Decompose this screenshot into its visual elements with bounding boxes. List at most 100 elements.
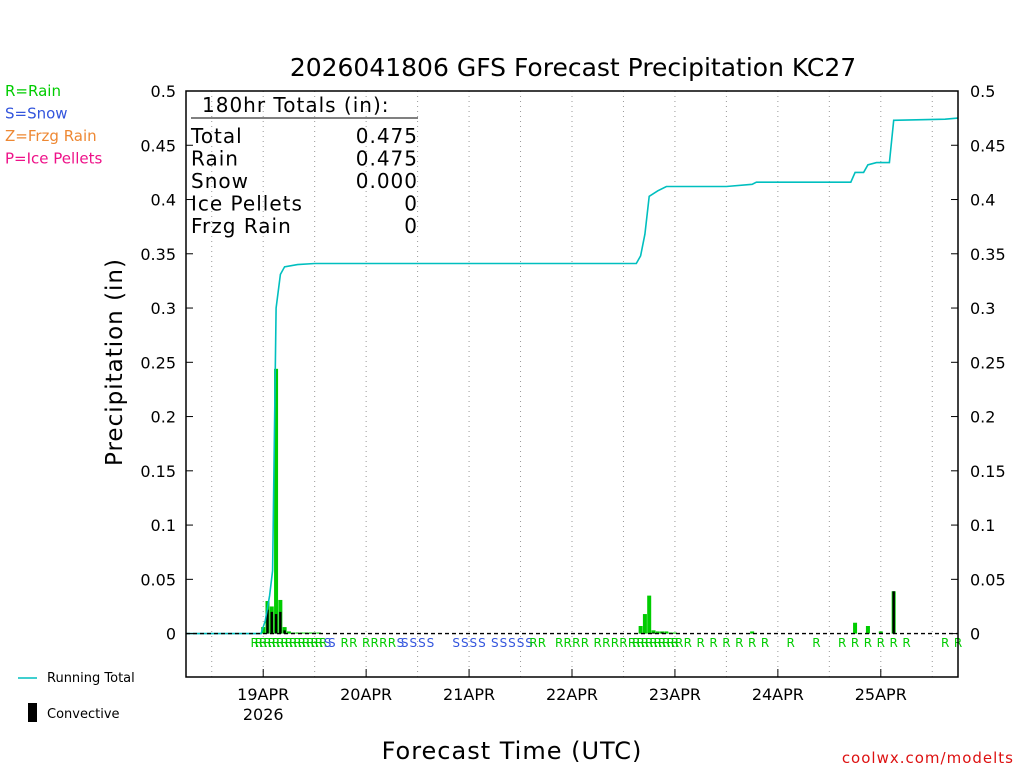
- precip-bar: [878, 631, 883, 634]
- ptype-marker: R: [761, 636, 769, 650]
- y-tick-label: 0.15: [970, 462, 1006, 481]
- y-tick-label: 0.15: [140, 462, 176, 481]
- precip-bar: [261, 627, 266, 634]
- convective-bar: [652, 632, 655, 634]
- ptype-marker: R: [298, 636, 306, 650]
- ptype-marker: R: [902, 636, 910, 650]
- totals-box: 180hr Totals (in): Total 0.475 Rain 0.475 Sn…: [190, 93, 418, 238]
- ptype-marker: R: [675, 636, 683, 650]
- running-total-line: [186, 117, 959, 635]
- y-tick-label: 0.25: [140, 353, 176, 372]
- ptype-marker: R: [864, 636, 872, 650]
- totals-label: Frzg Rain: [191, 214, 292, 238]
- ptype-marker: R: [538, 636, 546, 650]
- y-tick-label: 0.5: [151, 82, 176, 101]
- x-tick-label: 22APR: [546, 685, 598, 704]
- ptype-marker: R: [636, 636, 644, 650]
- ptype-marker: R: [362, 636, 370, 650]
- precip-bar: [638, 625, 643, 634]
- x-tick-label: 21APR: [443, 685, 495, 704]
- precip-bars: [261, 368, 896, 634]
- ptype-marker: R: [594, 636, 602, 650]
- ptype-marker: S: [452, 636, 460, 650]
- precip-bar: [295, 632, 300, 634]
- ptype-marker: S: [461, 636, 469, 650]
- ptype-marker: S: [409, 636, 417, 650]
- ptype-marker: R: [319, 636, 327, 650]
- x-tick-sublabel: 2026: [243, 705, 284, 724]
- y-tick-label: 0.1: [970, 516, 995, 535]
- ptype-marker: R: [838, 636, 846, 650]
- ptype-marker: R: [388, 636, 396, 650]
- convective-legend-swatch: [28, 703, 37, 722]
- ptype-marker: R: [722, 636, 730, 650]
- precip-bar: [308, 632, 313, 634]
- totals-label: Snow: [191, 169, 249, 193]
- y-tick-label: 0.5: [970, 82, 995, 101]
- y-tick-label: 0.3: [151, 299, 176, 318]
- convective-bar: [283, 630, 286, 634]
- convective-bar: [270, 611, 273, 634]
- plot-frame: [185, 90, 959, 678]
- ptype-marker: R: [684, 636, 692, 650]
- totals-label: Total: [190, 124, 243, 148]
- x-tick-label: 24APR: [752, 685, 804, 704]
- ptype-marker: R: [306, 636, 314, 650]
- ptype-marker: R: [572, 636, 580, 650]
- ptype-marker: S: [500, 636, 508, 650]
- ptype-legend-item: P=Ice Pellets: [5, 150, 102, 168]
- ptype-marker: R: [289, 636, 297, 650]
- y-tick-label: 0.4: [151, 191, 176, 210]
- ptype-marker: R: [255, 636, 263, 650]
- ptype-marker: S: [328, 636, 336, 650]
- ptype-marker: R: [250, 636, 258, 650]
- ptype-marker: R: [280, 636, 288, 650]
- ptype-marker: S: [418, 636, 426, 650]
- ptype-marker: S: [491, 636, 499, 650]
- y-tick-label: 0.05: [970, 570, 1006, 589]
- running-total-series: [186, 117, 959, 635]
- ptype-marker: S: [324, 636, 332, 650]
- convective-bar: [274, 614, 278, 634]
- y-tick-label: 0.35: [140, 245, 176, 264]
- ptype-marker: R: [263, 636, 271, 650]
- ptype-marker: S: [427, 636, 435, 650]
- totals-value: 0.475: [356, 124, 418, 148]
- y-tick-label: 0.2: [970, 408, 995, 427]
- totals-value: 0.000: [356, 169, 418, 193]
- ptype-marker: R: [285, 636, 293, 650]
- ptype-marker: R: [341, 636, 349, 650]
- ptype-marker: R: [877, 636, 885, 650]
- ptype-marker: R: [268, 636, 276, 650]
- ptype-marker: R: [259, 636, 267, 650]
- y-axis-left: 0 0.05 0.1 0.15 0.2 0.25 0.3 0.35 0.4 0.45 0.5: [140, 82, 193, 644]
- precip-bar: [672, 632, 677, 634]
- ptype-marker: R: [349, 636, 357, 650]
- ptype-marker: R: [564, 636, 572, 650]
- ptype-marker: R: [709, 636, 717, 650]
- convective-bars: [266, 591, 895, 634]
- convective-bar: [279, 611, 282, 634]
- totals-label: Ice Pellets: [191, 192, 303, 216]
- totals-label: Rain: [191, 147, 239, 171]
- x-tick-label: 19APR: [237, 685, 289, 704]
- ptype-legend: R=Rain S=Snow Z=Frzg Rain P=Ice Pellets: [5, 82, 102, 168]
- y-tick-label: 0.05: [140, 570, 176, 589]
- ptype-marker: R: [611, 636, 619, 650]
- precip-bar: [853, 622, 858, 634]
- ptype-marker: R: [812, 636, 820, 650]
- ptype-marker: R: [645, 636, 653, 650]
- ptype-marker: S: [517, 636, 525, 650]
- x-tick-label: 25APR: [855, 685, 907, 704]
- y-tick-label: 0: [970, 625, 980, 644]
- ptype-marker: R: [851, 636, 859, 650]
- ptype-marker: R: [302, 636, 310, 650]
- ptype-marker: R: [293, 636, 301, 650]
- ptype-marker: R: [371, 636, 379, 650]
- ptype-marker: R: [602, 636, 610, 650]
- x-tick-label: 23APR: [649, 685, 701, 704]
- precip-bar: [286, 631, 291, 634]
- ptype-marker: S: [401, 636, 409, 650]
- y-tick-label: 0.3: [970, 299, 995, 318]
